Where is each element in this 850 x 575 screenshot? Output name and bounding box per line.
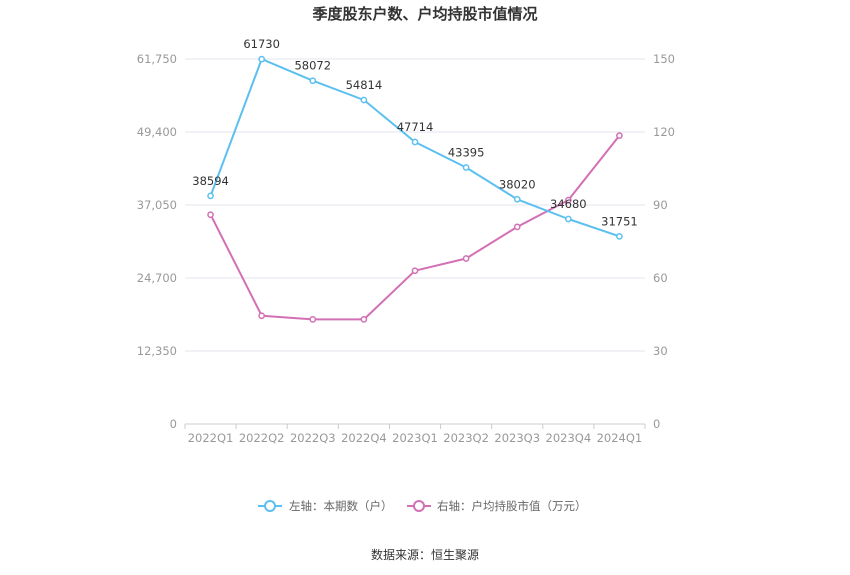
legend-swatch-marker (264, 500, 276, 512)
data-label: 38594 (192, 174, 229, 188)
left-axis-tick-label: 61,750 (137, 52, 177, 66)
x-axis-tick-label: 2022Q1 (188, 431, 234, 445)
data-label: 47714 (397, 120, 434, 134)
x-axis-tick-label: 2022Q4 (341, 431, 387, 445)
source-note: 数据来源：恒生聚源 (371, 547, 479, 562)
right-axis-tick-label: 150 (653, 52, 675, 66)
data-label: 58072 (294, 59, 331, 73)
data-label: 38020 (499, 177, 536, 191)
data-point (564, 215, 572, 223)
left-axis-tick-label: 12,350 (137, 344, 177, 358)
data-point (616, 132, 623, 139)
chart-title: 季度股东户数、户均持股市值情况 (312, 5, 537, 23)
legend: 左轴：本期数（户） 右轴：户均持股市值（万元） (258, 499, 587, 513)
data-label: 31751 (601, 214, 638, 228)
x-axis-tick-label: 2023Q3 (494, 431, 540, 445)
data-label: 34680 (550, 197, 587, 211)
legend-label: 右轴：户均持股市值（万元） (437, 499, 587, 513)
data-point (513, 223, 521, 231)
axis-layer: 0 0 12,350 30 24,700 60 37,050 90 49,400 120 61,75… (137, 52, 675, 445)
data-point (258, 55, 266, 63)
right-axis-tick-label: 60 (653, 271, 668, 285)
data-label: 61730 (243, 37, 280, 51)
right-axis-tick-label: 30 (653, 344, 668, 358)
x-axis-tick-label: 2022Q2 (239, 431, 285, 445)
data-point (411, 138, 419, 146)
data-point (462, 164, 470, 171)
x-axis-tick-label: 2022Q3 (290, 431, 336, 445)
data-point (360, 316, 368, 323)
left-axis-tick-label: 24,700 (137, 271, 177, 285)
right-axis-tick-label: 90 (653, 198, 668, 212)
data-point (462, 255, 470, 262)
data-label: 43395 (448, 145, 485, 159)
data-point (360, 96, 368, 104)
data-point (564, 196, 572, 204)
data-point (207, 192, 214, 200)
x-axis-tick-label: 2023Q1 (392, 431, 438, 445)
x-axis-tick-label: 2024Q1 (597, 431, 643, 445)
series-line-market-value (209, 134, 621, 321)
data-point (411, 267, 419, 275)
left-axis-tick-label: 49,400 (137, 125, 177, 139)
data-label-layer: 38594 61730 58072 54814 47714 43395 38020 34680… (192, 37, 637, 228)
data-point (513, 195, 521, 203)
series-layer (207, 55, 623, 323)
x-axis-tick-label: 2023Q2 (443, 431, 489, 445)
x-axis-tick-label: 2023Q4 (546, 431, 592, 445)
data-point (207, 211, 214, 219)
left-axis-tick-label: 37,050 (137, 198, 177, 212)
data-point (309, 316, 317, 323)
legend-label: 左轴：本期数（户） (289, 499, 393, 513)
data-point (258, 312, 266, 320)
right-axis-tick-label: 0 (653, 417, 660, 431)
data-label: 54814 (346, 78, 383, 92)
data-point (309, 77, 317, 85)
left-axis-tick-label: 0 (170, 417, 177, 431)
right-axis-tick-label: 120 (653, 125, 675, 139)
legend-swatch-marker (413, 500, 425, 512)
data-point (616, 232, 623, 240)
